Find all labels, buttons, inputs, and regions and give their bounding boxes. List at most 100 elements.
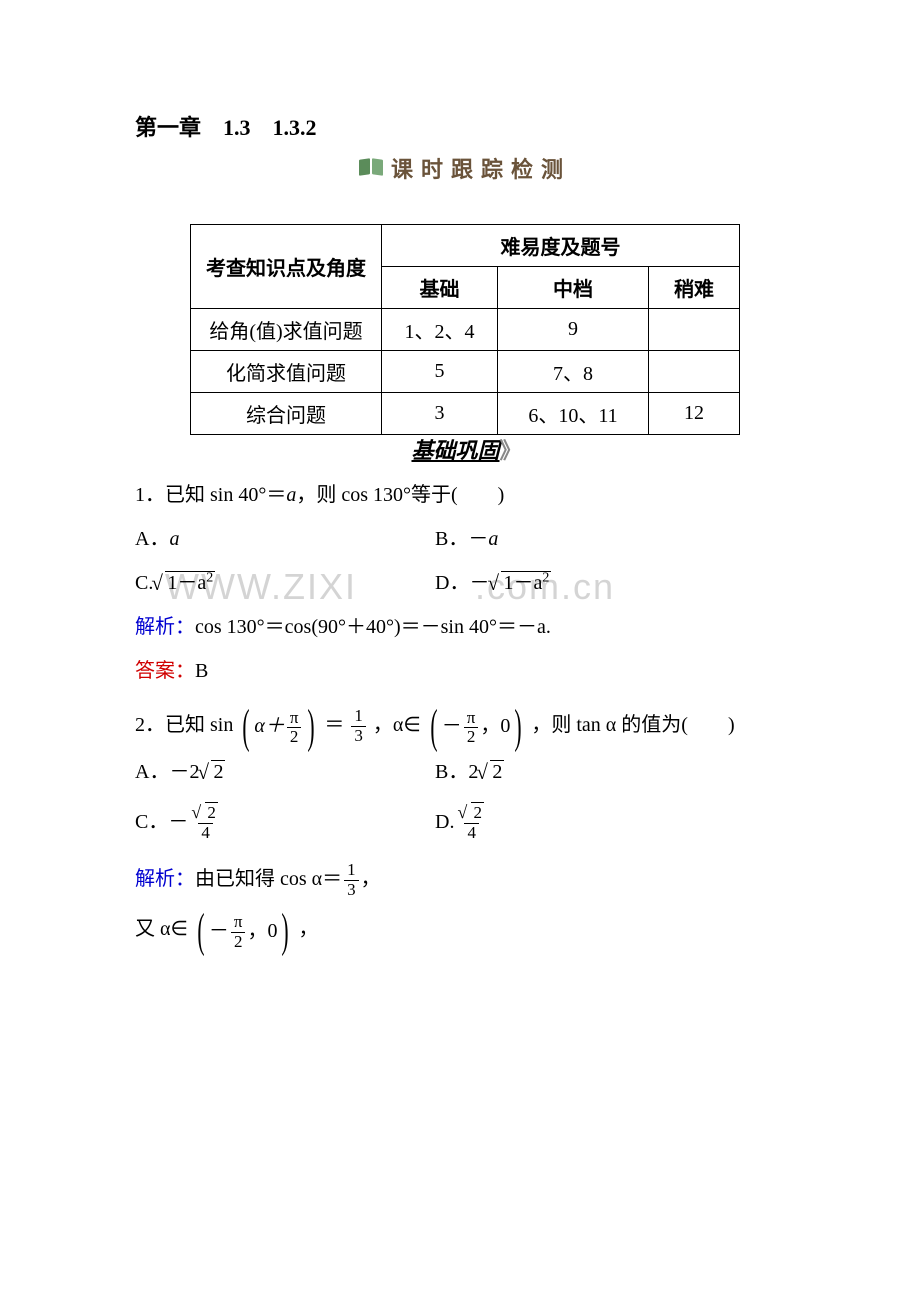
paren-right-icon: ) [308, 705, 315, 748]
sqrt-icon: 1－a2 [489, 563, 551, 603]
optB-val: a [488, 528, 498, 550]
frac-den: 4 [464, 823, 479, 843]
big-paren: ( －π2，0 ) [426, 705, 527, 748]
section-divider: 基础巩固》 [135, 433, 795, 465]
table-subheader-2: 稍难 [649, 267, 740, 309]
optC-label: C．－ [135, 811, 188, 833]
frac-num: 1 [344, 861, 359, 880]
paren-left-icon: ( [243, 705, 250, 748]
frac-num: 1 [351, 707, 366, 726]
q1-option-b: B．－a [435, 519, 795, 559]
table-header-right: 难易度及题号 [382, 225, 740, 267]
row-cell: 5 [382, 351, 498, 393]
q1-stem: 1．已知 sin 40°＝a，则 cos 130°等于( ) [135, 475, 795, 515]
frac-num: π [231, 913, 246, 932]
optD-label: D. [435, 811, 454, 833]
analysis-label: 解析： [135, 868, 195, 890]
book-icon [359, 159, 383, 177]
analysis-text: cos 130°＝cos(90°＋40°)＝－sin 40°＝－a. [195, 616, 551, 638]
frac-den: 3 [344, 880, 359, 900]
fraction: π2 [287, 709, 302, 747]
fraction: π2 [464, 709, 479, 747]
optA-label: A． [135, 528, 169, 550]
answer-text: B [195, 660, 208, 682]
range-zero: 0 [500, 715, 510, 737]
row-cell: 7、8 [498, 351, 649, 393]
sqrt-icon: 2 [478, 752, 504, 792]
analysis-text-pre: 由已知得 cos α＝ [195, 868, 342, 890]
q1-option-a: A．a [135, 519, 435, 559]
paren-left-icon: ( [430, 705, 437, 748]
fraction: π2 [231, 913, 246, 951]
row-cell: 1、2、4 [382, 309, 498, 351]
frac-den: 2 [231, 932, 246, 952]
fraction: 13 [344, 861, 359, 899]
row-label: 化简求值问题 [191, 351, 382, 393]
paren-right-icon: ) [515, 705, 522, 748]
q1-answer: 答案：B [135, 651, 795, 691]
optB-rad: 2 [490, 760, 504, 783]
line2-post: ， [298, 919, 318, 941]
line2-sep: ， [247, 920, 267, 942]
table-header-left: 考查知识点及角度 [191, 225, 382, 309]
q2-between: ，α∈ [373, 714, 421, 736]
row-label: 综合问题 [191, 393, 382, 435]
optA-label: A．－2 [135, 761, 199, 783]
q2-option-b: B．22 [435, 752, 795, 792]
optA-val: a [169, 528, 179, 550]
row-label: 给角(值)求值问题 [191, 309, 382, 351]
optC-num-rad: 2 [205, 802, 218, 822]
line2-zero: 0 [267, 920, 277, 942]
frac-den: 4 [198, 823, 213, 843]
table-subheader-0: 基础 [382, 267, 498, 309]
optD-rad: 1－a [503, 572, 542, 594]
line2-neg: － [209, 920, 229, 942]
q1-option-c: C.1－a2 [135, 563, 435, 603]
optC-sup: 2 [206, 570, 213, 585]
optD-sup: 2 [542, 570, 549, 585]
analysis-label: 解析： [135, 616, 195, 638]
q2-stem-suffix: ，则 tan α 的值为( ) [531, 714, 734, 736]
banner-label: 课时跟踪检测 [391, 152, 571, 184]
q2-option-c: C．－ 24 [135, 802, 435, 843]
table-row: 化简求值问题 5 7、8 [191, 351, 740, 393]
row-cell: 9 [498, 309, 649, 351]
sqrt-icon: 1－a2 [153, 563, 215, 603]
arg1-left: α＋ [254, 715, 285, 737]
q2-analysis: 解析：由已知得 cos α＝13， [135, 859, 795, 900]
q1-analysis: 解析：cos 130°＝cos(90°＋40°)＝－sin 40°＝－a. [135, 607, 795, 647]
question-2: 2．已知 sin ( α＋π2 ) ＝ 13 ，α∈ ( －π2，0 ) ，则 … [135, 705, 795, 953]
q2-option-d: D.24 [435, 802, 795, 843]
q1-stem-prefix: 1．已知 sin 40°＝ [135, 484, 286, 506]
q2-option-a: A．－2 2 [135, 752, 435, 792]
optD-label: D．－ [435, 572, 489, 594]
table-row: 给角(值)求值问题 1、2、4 9 [191, 309, 740, 351]
fraction: 13 [351, 707, 366, 745]
info-table: 考查知识点及角度 难易度及题号 基础 中档 稍难 给角(值)求值问题 1、2、4… [190, 224, 740, 435]
paren-right-icon: ) [282, 909, 289, 952]
row-cell: 12 [649, 393, 740, 435]
eq: ＝ [324, 714, 344, 736]
optB-label: B．－ [435, 528, 488, 550]
section-arrows: 》 [500, 433, 519, 465]
frac-den: 3 [351, 726, 366, 746]
sqrt-icon: 2 [459, 804, 484, 823]
big-paren: ( α＋π2 ) [238, 705, 319, 748]
optD-num-rad: 2 [471, 802, 484, 822]
fraction: 24 [456, 804, 487, 842]
banner-tracking: 课时跟踪检测 [359, 152, 571, 184]
q1-option-d: D．－1－a2 [435, 563, 795, 603]
q2-line2: 又 α∈ ( －π2，0 ) ， [135, 909, 795, 952]
row-cell [649, 351, 740, 393]
banner-row: 课时跟踪检测 [135, 152, 795, 184]
row-cell [649, 309, 740, 351]
q2-stem-prefix: 2．已知 sin [135, 714, 233, 736]
paren-left-icon: ( [197, 909, 204, 952]
q2-stem: 2．已知 sin ( α＋π2 ) ＝ 13 ，α∈ ( －π2，0 ) ，则 … [135, 705, 795, 748]
optC-rad: 1－a [167, 572, 206, 594]
big-paren: ( －π2，0 ) [193, 909, 294, 952]
q1-stem-suffix: ，则 cos 130°等于( ) [296, 484, 504, 506]
line2-pre: 又 α∈ [135, 919, 188, 941]
chapter-title: 第一章 1.3 1.3.2 [135, 110, 795, 142]
optA-rad: 2 [211, 760, 225, 783]
